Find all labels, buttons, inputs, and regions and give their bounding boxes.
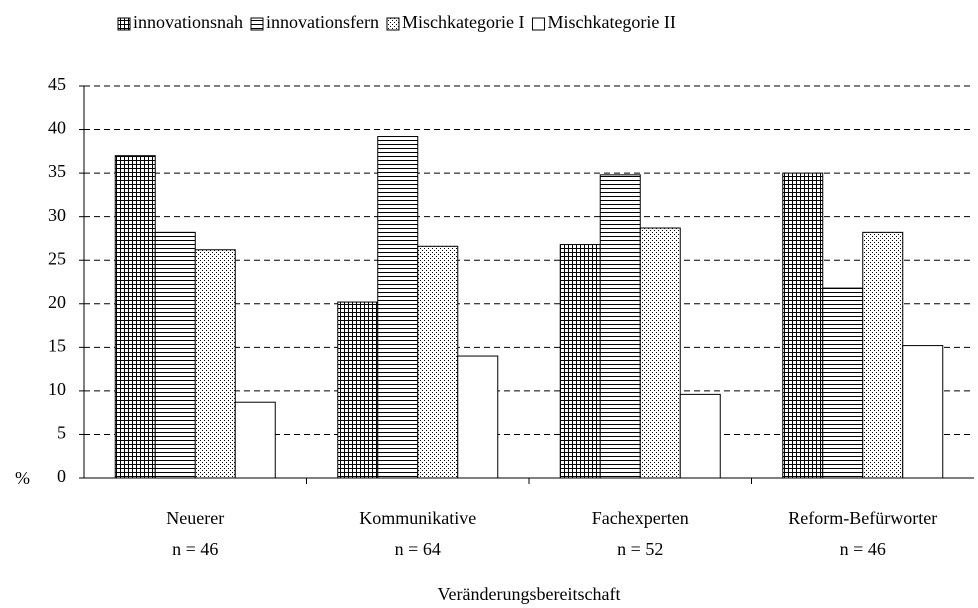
y-tick-label: 45 — [48, 74, 66, 94]
y-tick-label: 20 — [48, 292, 66, 312]
y-tick-label: 35 — [48, 161, 66, 181]
legend-label: Mischkategorie I — [402, 12, 524, 32]
bar — [782, 172, 824, 479]
legend-label: Mischkategorie II — [547, 12, 675, 32]
x-tick-label: Neuerer — [166, 508, 224, 528]
y-tick-label: 25 — [48, 248, 66, 268]
bar — [417, 245, 459, 479]
bar — [337, 301, 379, 479]
x-tick-label: Fachexperten — [592, 508, 689, 528]
y-tick-label: 40 — [48, 118, 66, 138]
bar — [457, 355, 499, 479]
bar — [599, 174, 641, 479]
bar — [902, 345, 944, 479]
y-tick-label: 5 — [57, 423, 66, 443]
legend-label: innovationsnah — [133, 12, 243, 32]
bar — [822, 287, 864, 479]
x-tick-sublabel: n = 64 — [395, 539, 441, 559]
x-axis-label: Veränderungsbereitschaft — [438, 584, 621, 604]
x-tick-sublabel: n = 52 — [617, 539, 663, 559]
legend-label: innovationsfern — [266, 12, 379, 32]
bar — [862, 231, 904, 479]
y-tick-label: 15 — [48, 335, 66, 355]
bar — [559, 244, 601, 479]
bar — [114, 155, 156, 479]
y-axis-label: % — [15, 468, 30, 488]
x-tick-label: Kommunikative — [359, 508, 476, 528]
legend-swatch — [117, 17, 131, 31]
bar — [377, 136, 419, 479]
x-tick-sublabel: n = 46 — [840, 539, 886, 559]
y-tick-label: 30 — [48, 205, 66, 225]
y-tick-label: 10 — [48, 379, 66, 399]
bar — [234, 401, 276, 479]
legend-swatch — [250, 17, 264, 31]
bar — [639, 227, 681, 479]
x-tick-label: Reform-Befürworter — [788, 508, 937, 528]
bar — [154, 231, 196, 479]
y-tick-label: 0 — [57, 466, 66, 486]
legend-swatch — [386, 17, 400, 31]
bar — [194, 249, 236, 479]
legend-swatch — [531, 17, 545, 31]
x-tick-sublabel: n = 46 — [172, 539, 218, 559]
bar — [679, 393, 721, 479]
